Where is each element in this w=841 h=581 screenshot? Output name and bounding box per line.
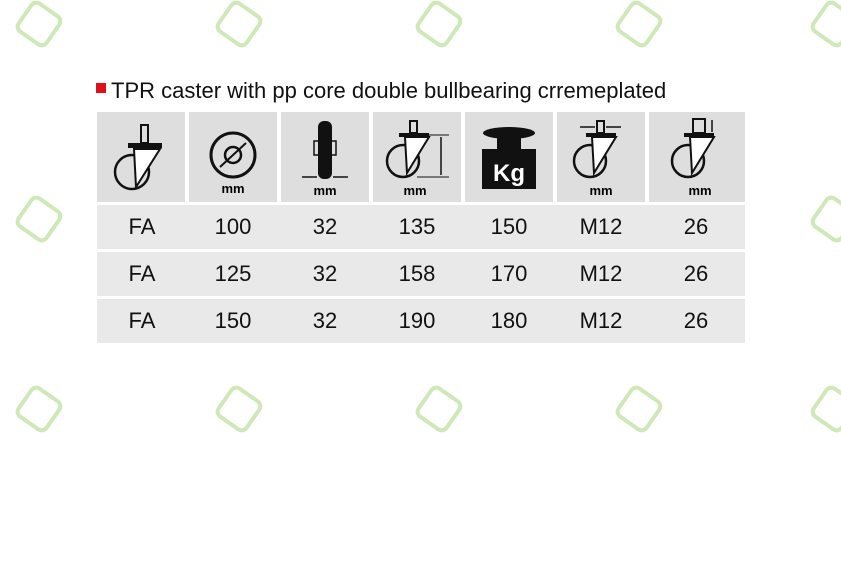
table-cell: M12 xyxy=(555,250,647,299)
watermark-logo-icon xyxy=(412,0,466,51)
watermark-logo-icon xyxy=(807,192,841,246)
unit-label: Kg xyxy=(493,160,525,187)
table-cell: 100 xyxy=(187,203,279,252)
red-bullet-icon xyxy=(96,83,106,93)
table-row: FA 150 32 190 180 M12 26 xyxy=(97,297,745,346)
table-cell: 125 xyxy=(187,250,279,299)
unit-label: mm xyxy=(221,181,244,196)
table-cell: 158 xyxy=(371,250,463,299)
table-cell: 32 xyxy=(279,297,371,346)
table-cell: 135 xyxy=(371,203,463,252)
watermark-logo-icon xyxy=(807,382,841,436)
watermark-logo-icon xyxy=(212,382,266,436)
table-cell: 32 xyxy=(279,203,371,252)
table-cell: 180 xyxy=(463,297,555,346)
watermark-logo-icon xyxy=(612,0,666,51)
header-load: Kg xyxy=(463,112,557,205)
watermark-logo-icon xyxy=(412,382,466,436)
title-text: TPR caster with pp core double bullbeari… xyxy=(111,78,667,103)
stem-length-icon: mm xyxy=(670,118,716,197)
header-thread: mm xyxy=(555,112,649,205)
table-cell: FA xyxy=(97,250,187,299)
header-width: mm xyxy=(279,112,373,205)
watermark-logo-icon xyxy=(12,0,66,51)
watermark-logo-icon xyxy=(612,382,666,436)
table-cell: 170 xyxy=(463,250,555,299)
table-cell: 32 xyxy=(279,250,371,299)
load-capacity-weight-icon: Kg xyxy=(482,127,536,189)
watermark-logo-icon xyxy=(12,192,66,246)
overall-height-icon: mm xyxy=(385,120,449,197)
watermark-logo-icon xyxy=(807,0,841,51)
product-title: TPR caster with pp core double bullbeari… xyxy=(96,78,666,104)
header-height: mm xyxy=(371,112,465,205)
wheel-diameter-icon: mm xyxy=(209,131,257,196)
wheel-width-icon: mm xyxy=(302,121,348,197)
watermark-logo-icon xyxy=(212,0,266,51)
unit-label: mm xyxy=(688,183,711,197)
header-stem-length: mm xyxy=(647,112,745,205)
watermark-logo-icon xyxy=(12,382,66,436)
stem-thread-icon: mm xyxy=(572,120,621,197)
table-cell: FA xyxy=(97,297,187,346)
header-diameter: mm xyxy=(187,112,281,205)
unit-label: mm xyxy=(589,183,612,197)
table-row: FA 100 32 135 150 M12 26 xyxy=(97,203,745,252)
table-cell: M12 xyxy=(555,203,647,252)
unit-label: mm xyxy=(313,183,336,197)
table-cell: FA xyxy=(97,203,187,252)
table-cell: M12 xyxy=(555,297,647,346)
unit-label: mm xyxy=(403,183,426,197)
table-cell: 26 xyxy=(647,250,745,299)
spec-table: mm mm xyxy=(97,112,745,346)
table-cell: 150 xyxy=(463,203,555,252)
swivel-caster-icon xyxy=(113,124,162,191)
table-cell: 190 xyxy=(371,297,463,346)
table-cell: 26 xyxy=(647,297,745,346)
table-cell: 26 xyxy=(647,203,745,252)
header-row: mm mm xyxy=(97,112,745,205)
table-cell: 150 xyxy=(187,297,279,346)
header-caster xyxy=(97,112,189,205)
table-row: FA 125 32 158 170 M12 26 xyxy=(97,250,745,299)
